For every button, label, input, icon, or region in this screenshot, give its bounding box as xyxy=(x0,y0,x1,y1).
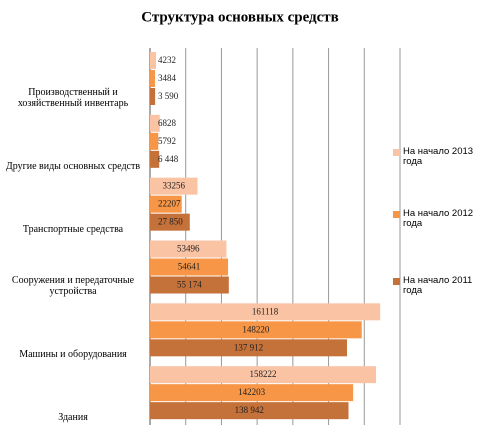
data-label: 148220 xyxy=(242,324,270,334)
bar xyxy=(150,258,229,276)
legend-label: На начало 2012 года xyxy=(403,208,474,229)
y-tick-label: Машины и оборудования xyxy=(19,349,127,361)
y-tick-label: Другие виды основных средств xyxy=(5,160,141,172)
chart-title: Структура основных средств xyxy=(141,9,339,25)
data-label: 6828 xyxy=(158,118,177,128)
bar xyxy=(150,384,354,402)
legend-label: На начало 2011 года xyxy=(403,275,473,296)
bar xyxy=(150,339,348,357)
legend-swatch xyxy=(393,149,400,156)
data-label: 22207 xyxy=(158,199,181,209)
data-label: 54641 xyxy=(178,262,201,272)
data-label: 55 174 xyxy=(177,280,202,290)
data-label: 142203 xyxy=(238,387,266,397)
bar xyxy=(150,52,157,69)
y-tick-label: Транспортные средства xyxy=(22,223,124,235)
bar xyxy=(150,240,227,258)
bar xyxy=(150,366,377,384)
bar xyxy=(150,150,160,168)
bar xyxy=(150,303,381,321)
data-label: 6 448 xyxy=(158,154,179,164)
data-label: 53496 xyxy=(177,244,200,254)
bar xyxy=(150,132,159,150)
data-label: 137 912 xyxy=(234,342,263,352)
data-label: 3 590 xyxy=(158,91,179,101)
bar xyxy=(150,402,349,420)
data-label: 4232 xyxy=(158,55,176,65)
y-tick-label: Производственный и хозяйственный инвента… xyxy=(17,86,129,109)
data-label: 27 850 xyxy=(158,217,183,227)
bar xyxy=(150,114,160,132)
legend-swatch xyxy=(393,211,400,218)
y-tick-label: Здания xyxy=(58,412,88,423)
bar xyxy=(150,276,229,294)
y-tick-label: Сооружения и передаточные устройства xyxy=(11,275,135,298)
data-label: 5792 xyxy=(158,136,176,146)
data-label: 158222 xyxy=(250,369,277,379)
bar xyxy=(150,213,190,231)
bar xyxy=(150,195,182,213)
bar xyxy=(150,321,362,339)
bar xyxy=(150,177,198,195)
legend-label: На начало 2013 года xyxy=(403,146,474,167)
legend-swatch xyxy=(393,278,400,285)
data-label: 138 942 xyxy=(235,405,264,415)
bar xyxy=(150,88,156,105)
data-label: 33256 xyxy=(163,181,186,191)
data-label: 3484 xyxy=(158,73,177,83)
data-label: 161118 xyxy=(252,306,279,316)
bar xyxy=(150,70,155,87)
